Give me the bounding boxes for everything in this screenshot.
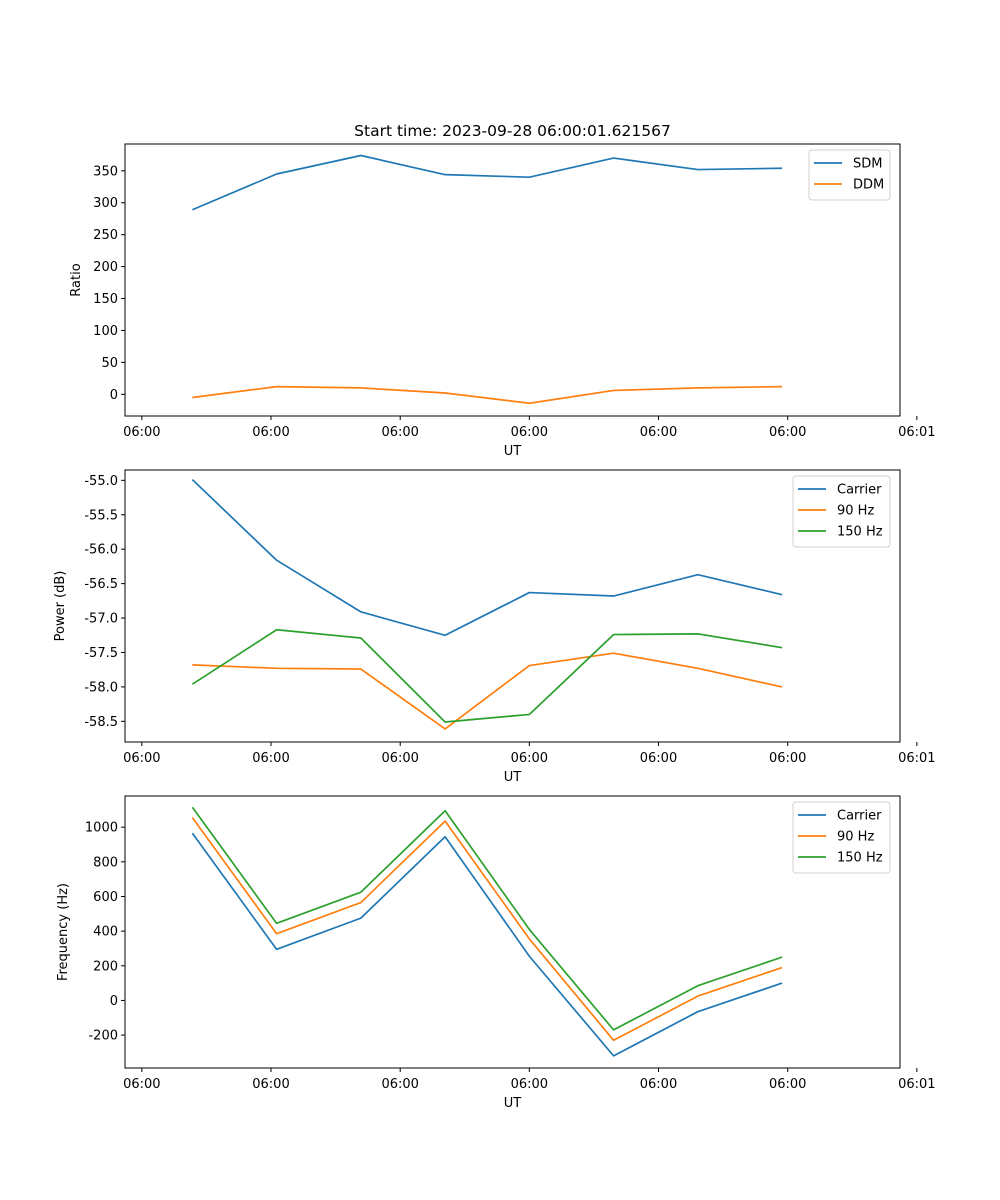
series-line-ddm — [192, 385, 783, 405]
legend-label: 90 Hz — [837, 830, 874, 845]
legend-label: 90 Hz — [837, 504, 874, 519]
legend: Carrier 90 Hz 150 Hz — [792, 475, 891, 548]
figure-title: Start time: 2023-09-28 06:00:01.621567 — [354, 122, 671, 140]
y-axis-label: Ratio — [69, 263, 84, 296]
x-tick-label: 06:00 — [769, 425, 806, 440]
y-tick-label: 50 — [101, 356, 118, 371]
legend-label: 150 Hz — [837, 851, 883, 866]
subplot-1: 06:00 06:00 06:00 06:00 06:00 06:00 06:01 0 50 10… — [69, 143, 936, 459]
series-line-carrier — [191, 479, 783, 637]
legend-label: SDM — [853, 157, 882, 172]
y-tick-label: 250 — [93, 228, 118, 243]
x-tick-label: 06:00 — [381, 751, 418, 766]
axes-frame — [124, 795, 901, 1069]
y-tick-label: 150 — [93, 292, 118, 307]
y-tick-label: -56.5 — [84, 577, 118, 592]
x-tick-label: 06:00 — [123, 1077, 160, 1092]
series-line-sdm — [192, 154, 783, 211]
series-line-150-hz — [191, 806, 783, 1031]
x-axis-label: UT — [504, 444, 522, 459]
y-tick-label: 350 — [93, 164, 118, 179]
x-tick-label: 06:00 — [381, 425, 418, 440]
x-tick-label: 06:00 — [381, 1077, 418, 1092]
legend: SDM DDM — [808, 149, 891, 201]
x-tick-label: 06:00 — [252, 425, 289, 440]
y-tick-label: 1000 — [85, 821, 118, 836]
series-line-90-hz — [192, 652, 783, 730]
y-tick-label: 400 — [93, 925, 118, 940]
y-tick-label: -200 — [88, 1029, 118, 1044]
axes-frame — [124, 143, 901, 417]
y-tick-label: -55.0 — [84, 474, 118, 489]
y-tick-label: -57.0 — [84, 612, 118, 627]
series-line-carrier — [191, 832, 783, 1057]
y-tick-label: 200 — [93, 260, 118, 275]
y-tick-label: 0 — [110, 388, 118, 403]
x-tick-label: 06:00 — [640, 425, 677, 440]
x-tick-label: 06:00 — [511, 751, 548, 766]
y-tick-label: 800 — [93, 855, 118, 870]
subplot-2: 06:00 06:00 06:00 06:00 06:00 06:00 06:01 -58.5… — [53, 469, 936, 785]
x-tick-label: 06:00 — [640, 751, 677, 766]
y-tick-label: -57.5 — [84, 646, 118, 661]
x-tick-label: 06:00 — [252, 1077, 289, 1092]
y-tick-label: -55.5 — [84, 508, 118, 523]
x-tick-label: 06:00 — [769, 751, 806, 766]
x-tick-label: 06:00 — [769, 1077, 806, 1092]
y-axis-label: Frequency (Hz) — [56, 883, 71, 981]
x-tick-label: 06:01 — [898, 1077, 935, 1092]
charts-container: 06:00 06:00 06:00 06:00 06:00 06:00 06:01 0 50 10… — [53, 143, 936, 1111]
axes-frame — [124, 469, 901, 743]
x-tick-label: 06:01 — [898, 751, 935, 766]
y-tick-label: 0 — [110, 994, 118, 1009]
y-tick-label: 600 — [93, 890, 118, 905]
x-tick-label: 06:00 — [123, 425, 160, 440]
x-axis-label: UT — [504, 1096, 522, 1111]
x-tick-label: 06:00 — [511, 1077, 548, 1092]
y-tick-label: 100 — [93, 324, 118, 339]
subplot-3: 06:00 06:00 06:00 06:00 06:00 06:00 06:01 -200 0… — [56, 795, 936, 1111]
y-tick-label: 200 — [93, 959, 118, 974]
legend-box — [792, 475, 891, 548]
y-axis-label: Power (dB) — [53, 571, 68, 642]
series-line-90-hz — [191, 817, 783, 1042]
y-tick-label: -58.5 — [84, 715, 118, 730]
legend: Carrier 90 Hz 150 Hz — [792, 801, 891, 874]
x-tick-label: 06:01 — [898, 425, 935, 440]
x-tick-label: 06:00 — [640, 1077, 677, 1092]
legend-label: Carrier — [837, 483, 882, 498]
legend-label: DDM — [853, 178, 884, 193]
legend-label: 150 Hz — [837, 525, 883, 540]
y-tick-label: -58.0 — [84, 680, 118, 695]
x-axis-label: UT — [504, 770, 522, 785]
y-tick-label: 300 — [93, 196, 118, 211]
x-tick-label: 06:00 — [123, 751, 160, 766]
series-line-150-hz — [191, 628, 783, 723]
x-tick-label: 06:00 — [511, 425, 548, 440]
legend-label: Carrier — [837, 809, 882, 824]
legend-box — [792, 801, 891, 874]
y-tick-label: -56.0 — [84, 543, 118, 558]
x-tick-label: 06:00 — [252, 751, 289, 766]
